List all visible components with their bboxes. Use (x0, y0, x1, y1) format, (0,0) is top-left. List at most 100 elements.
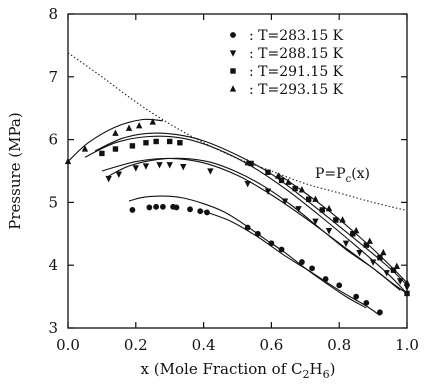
critical-curve-layer (68, 52, 407, 212)
data-point (112, 146, 119, 152)
data-point (309, 265, 315, 272)
data-point (254, 230, 261, 237)
fit-curve (101, 157, 401, 291)
data-point (166, 162, 173, 169)
data-point (366, 237, 373, 244)
data-point (129, 207, 136, 213)
data-point (115, 171, 123, 178)
data-point (285, 178, 292, 185)
plot-frame (67, 13, 408, 329)
legend-marker (229, 85, 237, 92)
data-point (305, 196, 312, 202)
legend: : T=283.15 K : T=288.15 K : T=291.15 K : T=… (229, 28, 344, 98)
data-point (397, 278, 404, 285)
data-point (380, 248, 387, 256)
data-point (153, 203, 160, 210)
data-point (322, 276, 329, 282)
data-points-layer (64, 118, 411, 316)
data-point (149, 118, 156, 125)
data-point (281, 198, 289, 205)
legend-label: : T=293.15 K (249, 82, 344, 98)
data-point (167, 138, 173, 145)
data-point (376, 309, 383, 316)
legend-label: : T=291.15 K (249, 64, 344, 80)
fit-curve (128, 195, 367, 309)
data-point (268, 240, 275, 247)
data-point (312, 195, 319, 202)
data-point (264, 188, 272, 195)
data-point (339, 216, 346, 223)
data-point (156, 162, 163, 169)
y-tick-label: 5 (48, 193, 58, 211)
data-point (342, 240, 350, 248)
data-point (363, 242, 370, 248)
fit-curve (68, 118, 163, 163)
y-tick-labels: 3 4 5 6 7 8 (48, 5, 58, 337)
data-point (278, 177, 285, 184)
data-point (132, 165, 139, 172)
data-point (204, 209, 210, 216)
x-axis-title: x (Mole Fraction of C2H6) (141, 360, 336, 381)
data-point (244, 224, 251, 231)
data-point (143, 140, 149, 146)
data-point (319, 207, 325, 213)
axis-ticks (67, 13, 408, 329)
critical-curve-annotation: P=Pc(x) (315, 166, 370, 185)
data-point (81, 145, 89, 152)
data-point (173, 204, 180, 211)
data-point (244, 180, 251, 188)
data-point (336, 282, 343, 289)
data-point (295, 206, 302, 213)
data-point (207, 168, 214, 175)
data-point (403, 278, 411, 286)
data-point (403, 284, 411, 291)
data-point (299, 259, 305, 265)
x-tick-label: 0.4 (192, 336, 216, 354)
y-tick-label: 4 (48, 256, 58, 274)
x-tick-label: 0.2 (124, 336, 148, 354)
x-tick-label: 0.0 (56, 336, 80, 354)
legend-marker (230, 32, 236, 38)
fit-curve (203, 210, 381, 316)
data-point (390, 267, 397, 273)
data-point (363, 299, 370, 306)
data-point (353, 293, 360, 300)
data-point (352, 226, 360, 234)
data-point (105, 175, 112, 183)
data-point (64, 157, 72, 165)
x-tick-labels: 0.0 0.2 0.4 0.6 0.8 1.0 (56, 336, 419, 354)
data-point (377, 254, 383, 261)
critical-curve (68, 52, 407, 212)
legend-label: : T=283.15 K (249, 28, 344, 44)
y-tick-label: 7 (48, 68, 58, 86)
data-point (383, 270, 390, 277)
data-point (333, 217, 339, 223)
y-tick-label: 3 (48, 319, 58, 337)
data-point (356, 250, 363, 257)
legend-label: : T=288.15 K (249, 46, 344, 62)
data-point (112, 129, 119, 136)
data-point (153, 138, 159, 145)
data-point (292, 185, 298, 192)
data-point (160, 203, 166, 210)
data-point (312, 218, 319, 226)
data-point (298, 186, 306, 193)
data-point (325, 204, 333, 212)
fit-curve (94, 132, 407, 286)
data-point (274, 172, 282, 179)
y-axis-title: Pressure (MPa) (6, 112, 24, 229)
data-point (177, 140, 183, 146)
y-tick-label: 6 (48, 131, 58, 149)
data-point (404, 290, 410, 297)
legend-marker (229, 50, 237, 57)
data-point (135, 121, 143, 129)
x-tick-label: 1.0 (395, 336, 419, 354)
fit-curves-layer (68, 118, 407, 316)
x-tick-label: 0.6 (259, 336, 283, 354)
data-point (146, 204, 153, 211)
data-point (393, 262, 401, 270)
data-point (125, 124, 133, 131)
data-point (180, 164, 187, 171)
data-point (129, 143, 136, 149)
